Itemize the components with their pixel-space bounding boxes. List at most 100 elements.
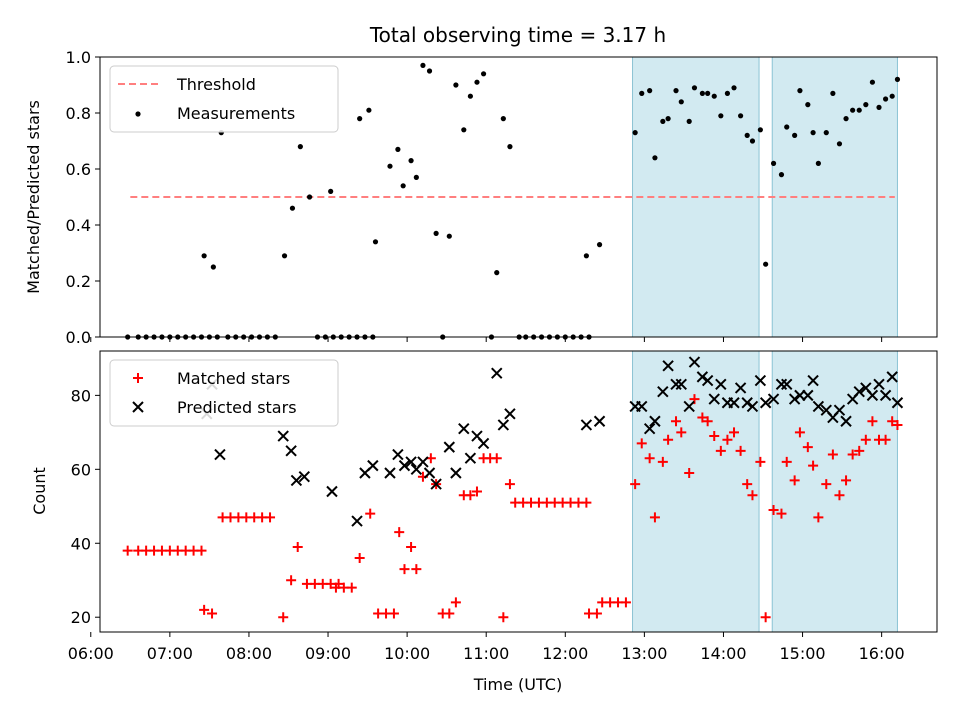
data-point: [802, 442, 813, 453]
y-tick-label: 0.6: [66, 160, 91, 179]
data-point: [759, 397, 772, 409]
data-point: [426, 68, 433, 74]
data-point: [453, 82, 459, 88]
data-point: [306, 194, 313, 200]
data-point: [388, 608, 399, 619]
data-point: [688, 356, 701, 368]
data-point: [830, 90, 836, 96]
x-tick-label: 13:00: [621, 644, 667, 663]
data-point: [649, 512, 660, 523]
data-point: [665, 116, 671, 122]
legend-predicted-swatch: [132, 401, 144, 413]
data-point: [676, 427, 687, 438]
data-point: [749, 138, 756, 144]
data-point: [405, 456, 417, 468]
data-point: [778, 172, 785, 178]
x-tick-label: 07:00: [147, 644, 193, 663]
data-point: [863, 102, 869, 108]
y-tick-label: 0.2: [66, 272, 91, 291]
data-point: [718, 113, 724, 119]
data-point: [630, 479, 641, 490]
data-point: [444, 608, 455, 619]
x-tick-label: 14:00: [700, 644, 746, 663]
data-point: [643, 422, 656, 435]
data-point: [876, 104, 882, 110]
data-point: [866, 389, 879, 402]
data-point: [458, 422, 470, 435]
data-point: [770, 160, 777, 166]
data-point: [644, 453, 655, 464]
plot-frame: [99, 350, 938, 633]
y-tick-label: 0.0: [66, 328, 91, 347]
data-point: [815, 160, 821, 166]
data-point: [747, 490, 758, 501]
data-point: [850, 107, 856, 113]
data-point: [892, 419, 903, 430]
data-point: [854, 445, 865, 456]
legend-label: Matched stars: [177, 369, 290, 388]
series-matched-stars: [122, 394, 903, 623]
data-point: [734, 382, 747, 394]
data-point: [705, 90, 711, 96]
chart-title: Total observing time = 3.17 h: [369, 23, 666, 47]
data-point: [420, 62, 426, 68]
data-point: [792, 132, 798, 138]
data-point: [891, 397, 904, 409]
data-point: [768, 504, 779, 515]
data-point: [286, 575, 297, 586]
data-point: [289, 205, 296, 211]
data-point: [722, 434, 733, 445]
data-point: [754, 374, 767, 387]
data-point: [840, 415, 852, 427]
data-point: [731, 85, 737, 91]
data-point: [657, 385, 669, 398]
data-point: [122, 545, 133, 556]
data-point: [810, 130, 816, 136]
data-point: [507, 144, 513, 150]
data-point: [480, 71, 487, 77]
y-tick-label: 20: [71, 608, 91, 627]
data-point: [464, 452, 477, 464]
data-point: [836, 141, 843, 147]
data-point: [738, 113, 744, 119]
data-point: [763, 261, 769, 267]
data-point: [461, 127, 467, 133]
data-point: [715, 445, 726, 456]
data-point: [827, 449, 838, 460]
data-point: [813, 512, 824, 523]
data-point: [450, 467, 462, 479]
data-point: [365, 508, 376, 519]
data-point: [673, 88, 679, 94]
data-point: [873, 378, 885, 390]
data-point: [620, 597, 631, 608]
data-point: [701, 374, 714, 387]
data-point: [639, 90, 645, 96]
data-point: [886, 371, 898, 383]
data-point: [887, 416, 898, 427]
data-point: [805, 102, 811, 108]
data-point: [591, 608, 602, 619]
data-point: [699, 90, 705, 96]
x-tick-label: 15:00: [779, 644, 825, 663]
data-point: [843, 116, 849, 122]
data-point: [285, 445, 297, 457]
data-point: [808, 460, 819, 471]
data-point: [372, 239, 379, 245]
legend-box: [109, 65, 339, 133]
data-point: [684, 468, 695, 479]
data-point: [841, 475, 852, 486]
data-point: [265, 512, 276, 523]
data-point: [411, 564, 422, 575]
series-predicted-stars: [201, 356, 904, 527]
y-tick-label: 0.4: [66, 216, 91, 235]
data-point: [580, 419, 593, 431]
data-point: [498, 612, 509, 623]
data-point: [636, 438, 647, 449]
data-point: [755, 456, 766, 467]
legend-label: Measurements: [177, 104, 295, 123]
observing-window-1: [771, 350, 898, 633]
data-point: [471, 486, 482, 497]
data-point: [757, 127, 763, 133]
data-point: [290, 474, 303, 487]
